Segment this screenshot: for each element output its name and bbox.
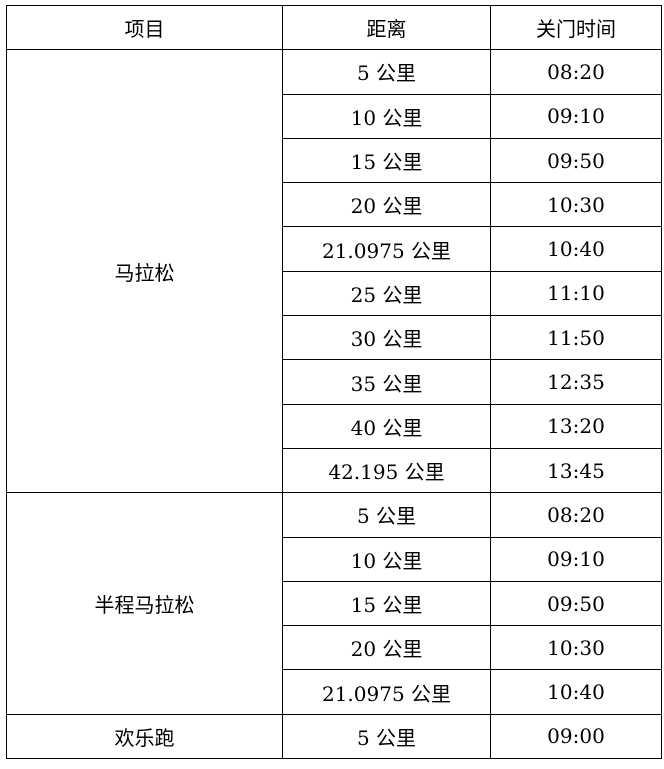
header-distance: 距离	[282, 4, 491, 51]
cutoff-time-cell: 11:10	[490, 270, 662, 317]
table-row: 10 公里 09:10	[7, 536, 662, 582]
cutoff-time-cell: 08:20	[490, 492, 662, 538]
cutoff-time-cell: 13:20	[490, 403, 662, 449]
table-row: 欢乐跑 5 公里 09:00	[6, 713, 662, 760]
cutoff-time-cell: 09:00	[490, 713, 662, 760]
table-row: 20 公里 10:30	[7, 625, 662, 671]
distance-cell: 5 公里	[282, 492, 491, 538]
table-row: 15 公里 09:50	[7, 580, 662, 627]
distance-cell: 10 公里	[282, 536, 491, 582]
table-row: 半程马拉松 5 公里 08:20	[6, 492, 662, 715]
header-cutoff-time: 关门时间	[490, 4, 662, 51]
table-row: 25 公里 11:10	[7, 270, 662, 317]
cutoff-time-cell: 09:10	[490, 93, 662, 139]
distance-cell: 20 公里	[282, 182, 491, 228]
distance-cell: 35 公里	[282, 359, 491, 405]
cutoff-time-cell: 09:50	[490, 580, 662, 627]
distance-cell: 15 公里	[282, 580, 491, 627]
event-name-cell: 欢乐跑	[6, 713, 283, 760]
table-row: 马拉松 5 公里 08:20	[6, 49, 662, 494]
cutoff-time-cell: 10:40	[490, 669, 662, 715]
event-name-cell: 半程马拉松	[6, 492, 283, 715]
cutoff-time-cell: 08:20	[490, 49, 662, 95]
header-event: 项目	[6, 4, 283, 51]
event-name-cell: 马拉松	[6, 49, 283, 494]
distance-cell: 30 公里	[282, 315, 491, 361]
table-row: 30 公里 11:50	[7, 315, 662, 361]
cutoff-time-cell: 10:30	[490, 625, 662, 671]
cutoff-time-cell: 12:35	[490, 359, 662, 405]
distance-cell: 25 公里	[282, 270, 491, 317]
distance-cell: 15 公里	[282, 137, 491, 184]
cutoff-time-cell: 13:45	[490, 447, 662, 494]
table-row: 35 公里 12:35	[7, 359, 662, 405]
distance-cell: 21.0975 公里	[282, 226, 491, 272]
table-row: 21.0975 公里 10:40	[7, 226, 662, 272]
cutoff-time-cell: 10:40	[490, 226, 662, 272]
cutoff-time-cell: 10:30	[490, 182, 662, 228]
distance-cell: 5 公里	[282, 713, 491, 760]
distance-cell: 42.195 公里	[282, 447, 491, 494]
distance-cell: 20 公里	[282, 625, 491, 671]
cutoff-time-cell: 09:10	[490, 536, 662, 582]
table-row: 42.195 公里 13:45	[7, 447, 662, 494]
table-row: 21.0975 公里 10:40	[7, 669, 662, 715]
header-row: 项目 距离 关门时间	[6, 4, 662, 51]
cutoff-time-table: 项目 距离 关门时间 马拉松 5 公里 08:20 10 公里 09:10 15 公里 09…	[6, 4, 662, 760]
distance-cell: 21.0975 公里	[282, 669, 491, 715]
distance-cell: 10 公里	[282, 93, 491, 139]
table-row: 10 公里 09:10	[7, 93, 662, 139]
cutoff-time-cell: 09:50	[490, 137, 662, 184]
distance-cell: 40 公里	[282, 403, 491, 449]
cutoff-time-cell: 11:50	[490, 315, 662, 361]
distance-cell: 5 公里	[282, 49, 491, 95]
table-row: 40 公里 13:20	[7, 403, 662, 449]
